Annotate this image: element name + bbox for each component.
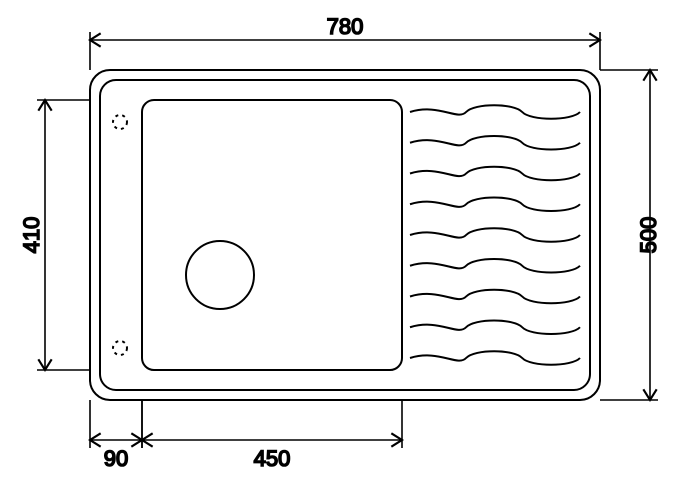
sink-technical-drawing: 780 500 410 90 450	[0, 0, 697, 502]
sink-inner-edge	[100, 80, 590, 390]
tap-hole-top	[113, 115, 127, 129]
dimension-label: 410	[19, 217, 44, 254]
drainboard-ridge	[410, 321, 580, 335]
dimension-label: 450	[254, 446, 291, 471]
dimension-bowl-width-450: 450	[142, 400, 402, 471]
dimension-label: 500	[636, 217, 661, 254]
drainboard-ridges	[410, 105, 580, 365]
drainboard-ridge	[410, 105, 580, 119]
drainboard-ridge	[410, 351, 580, 365]
dimension-bowl-height-410: 410	[19, 100, 90, 370]
drainboard-ridge	[410, 198, 580, 212]
drainboard-ridge	[410, 136, 580, 150]
drainboard-ridge	[410, 228, 580, 242]
drainboard-ridge	[410, 290, 580, 304]
tap-hole-bottom	[113, 341, 127, 355]
drainboard-ridge	[410, 259, 580, 273]
drainboard-ridge	[410, 167, 580, 181]
drain-circle	[186, 241, 254, 309]
bowl-outline	[142, 100, 402, 370]
dimension-label: 90	[104, 446, 128, 471]
dimension-label: 780	[327, 14, 364, 39]
dimension-tap-offset-90: 90	[90, 400, 142, 471]
dimension-width-780: 780	[90, 14, 600, 70]
dimension-height-500: 500	[600, 70, 661, 400]
